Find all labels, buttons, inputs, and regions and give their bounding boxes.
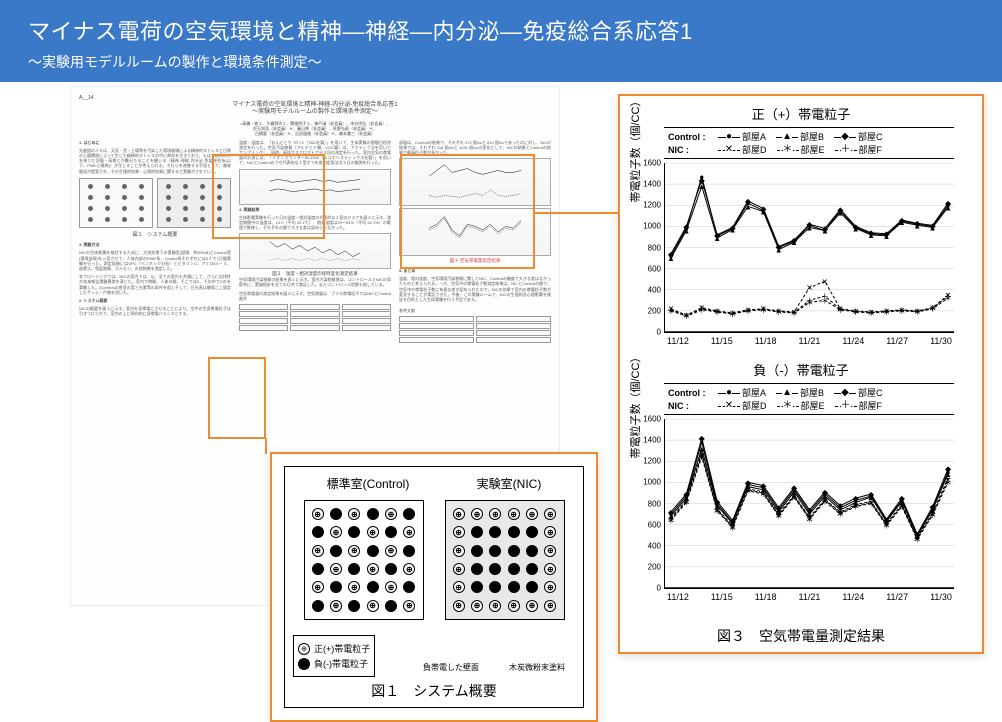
connector-line: [534, 212, 618, 214]
svg-text:◆: ◆: [914, 219, 921, 228]
svg-text:＋: ＋: [667, 514, 675, 523]
svg-text:＋: ＋: [944, 292, 952, 301]
svg-text:＋: ＋: [929, 304, 937, 313]
connector-line: [265, 438, 267, 454]
highlight-charge-chart: [400, 154, 535, 269]
svg-text:＋: ＋: [806, 296, 814, 305]
svg-text:◆: ◆: [791, 236, 798, 245]
svg-text:＋: ＋: [759, 488, 767, 497]
charge-chart-callout: 正（+）帯電粒子 Control :●部屋A▲部屋B◆部屋CNIC :✕部屋D＊…: [618, 94, 984, 654]
svg-text:◆: ◆: [699, 176, 706, 185]
svg-text:＋: ＋: [775, 307, 783, 316]
svg-text:◆: ◆: [683, 222, 690, 231]
svg-text:＋: ＋: [898, 501, 906, 510]
svg-text:◆: ◆: [668, 250, 675, 259]
slide-header: マイナス電荷の空気環境と精神―神経―内分泌―免疫総合系応答1 ～実験用モデルルー…: [0, 0, 1002, 82]
paper-section-2: 2. システム概要: [79, 298, 231, 303]
svg-text:◆: ◆: [837, 205, 844, 214]
svg-text:＋: ＋: [898, 306, 906, 315]
paper-section-1: 1. はじめに: [79, 140, 231, 145]
svg-text:＋: ＋: [775, 510, 783, 519]
svg-text:＋: ＋: [836, 305, 844, 314]
svg-text:＋: ＋: [744, 306, 752, 315]
svg-text:◆: ◆: [945, 465, 952, 474]
mini-system-diagram: [79, 178, 231, 228]
paint-label: 木炭微粉末塗料: [509, 662, 565, 673]
svg-text:＋: ＋: [821, 292, 829, 301]
svg-text:◆: ◆: [853, 222, 860, 231]
svg-text:＋: ＋: [790, 491, 798, 500]
svg-text:＋: ＋: [852, 501, 860, 510]
svg-text:＋: ＋: [682, 312, 690, 321]
svg-text:◆: ◆: [822, 224, 829, 233]
svg-text:＋: ＋: [944, 474, 952, 483]
svg-text:＋: ＋: [882, 520, 890, 529]
svg-text:＋: ＋: [682, 496, 690, 505]
mini-data-table: [239, 304, 391, 332]
svg-text:◆: ◆: [760, 204, 767, 213]
mini-ref-table: [399, 316, 551, 344]
svg-text:＋: ＋: [913, 307, 921, 316]
svg-text:◆: ◆: [868, 229, 875, 238]
control-room-label: 標準室(Control): [327, 475, 410, 492]
svg-text:◆: ◆: [745, 197, 752, 206]
svg-text:◆: ◆: [806, 220, 813, 229]
svg-text:＋: ＋: [759, 305, 767, 314]
svg-text:＋: ＋: [667, 306, 675, 315]
svg-text:◆: ◆: [776, 242, 783, 251]
highlight-system-diagram: [212, 154, 325, 239]
control-grid: ⊕⊕⊕⊕⊕⊕⊕⊕⊕⊕⊕⊕⊕⊕⊕⊕⊕⊕: [304, 500, 424, 620]
svg-text:＋: ＋: [867, 497, 875, 506]
slide-subtitle: ～実験用モデルルームの製作と環境条件測定～: [28, 52, 974, 72]
svg-text:＋: ＋: [713, 505, 721, 514]
svg-text:＋: ＋: [790, 308, 798, 317]
svg-text:＋: ＋: [729, 522, 737, 531]
highlight-text-region: [208, 357, 266, 439]
svg-text:＋: ＋: [852, 307, 860, 316]
svg-text:＋: ＋: [929, 509, 937, 518]
svg-text:＋: ＋: [806, 513, 814, 522]
svg-text:＋: ＋: [821, 495, 829, 504]
diagram-caption: 図１ システム概要: [285, 681, 583, 701]
slide-title: マイナス電荷の空気環境と精神―神経―内分泌―免疫総合系応答1: [28, 14, 974, 46]
svg-text:◆: ◆: [714, 231, 721, 240]
svg-text:＋: ＋: [729, 310, 737, 319]
svg-text:＋: ＋: [744, 485, 752, 494]
paper-title: マイナス電荷の空気環境と精神-神経-内分泌-免疫総合系応答1 ～実験用モデルルー…: [79, 102, 551, 118]
svg-text:◆: ◆: [699, 434, 706, 443]
svg-text:＋: ＋: [882, 307, 890, 316]
svg-text:＋: ＋: [698, 449, 706, 458]
svg-text:＋: ＋: [836, 508, 844, 517]
wall-label: 負帯電した壁面: [423, 662, 479, 673]
svg-text:＋: ＋: [867, 308, 875, 317]
svg-text:＋: ＋: [913, 533, 921, 542]
svg-text:✕: ✕: [822, 277, 829, 286]
svg-text:◆: ◆: [945, 199, 952, 208]
svg-text:◆: ◆: [729, 223, 736, 232]
chart-caption: 図３ 空気帯電量測定結果: [628, 626, 974, 646]
svg-text:◆: ◆: [899, 216, 906, 225]
particle-legend: ⊕正(+)帯電粒子 負(-)帯電粒子: [293, 635, 375, 677]
nic-grid: ⊕⊕⊕⊕⊕⊕⊕⊕⊕⊕⊕⊕⊕⊕⊕⊕⊕⊕⊕⊕: [445, 500, 565, 620]
svg-text:✕: ✕: [806, 284, 813, 293]
svg-text:◆: ◆: [930, 221, 937, 230]
positive-charge-chart: 正（+）帯電粒子 Control :●部屋A▲部屋B◆部屋CNIC :✕部屋D＊…: [628, 104, 974, 352]
slide-content: A__14 マイナス電荷の空気環境と精神-神経-内分泌-免疫総合系応答1 ～実験…: [0, 82, 1002, 707]
svg-text:＋: ＋: [713, 307, 721, 316]
svg-text:◆: ◆: [883, 230, 890, 239]
system-diagram-callout: 標準室(Control) 実験室(NIC) ⊕⊕⊕⊕⊕⊕⊕⊕⊕⊕⊕⊕⊕⊕⊕⊕⊕⊕…: [270, 452, 598, 722]
svg-text:＋: ＋: [698, 305, 706, 314]
negative-charge-chart: 負（-）帯電粒子 Control :●部屋A▲部屋B◆部屋CNIC :✕部屋D＊…: [628, 360, 974, 608]
nic-room-label: 実験室(NIC): [477, 475, 542, 492]
